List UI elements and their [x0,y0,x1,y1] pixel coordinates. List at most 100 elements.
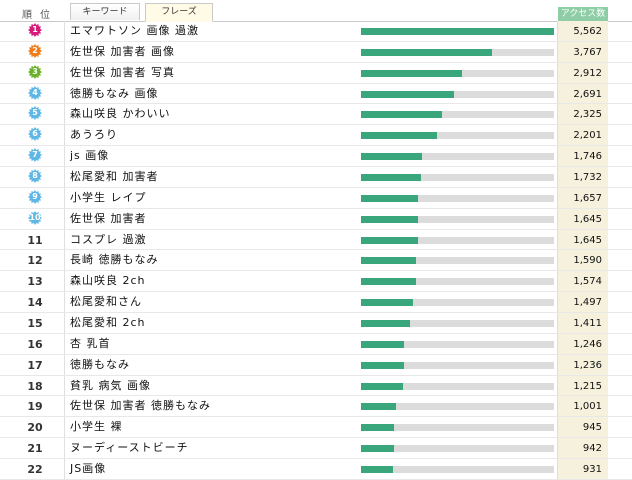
access-count: 1,001 [573,401,602,413]
access-bar-track [361,236,554,244]
phrase-link[interactable]: 森山咲良 2ch [70,274,146,288]
table-row: 3 佐世保 加害者 写真 2,912 [0,62,632,84]
access-bar-track [361,320,554,328]
phrase-link[interactable]: 徳勝もなみ [70,357,130,371]
rank-number: 7 [32,150,38,160]
rank-number: 21 [27,442,43,456]
table-row: 13 森山咲良 2ch 1,574 [0,271,632,293]
table-row: 11 コスプレ 過激 1,645 [0,229,632,251]
tab-keyword[interactable]: キーワード [70,3,140,20]
column-divider [64,271,65,292]
count-cell: 942 [558,438,608,459]
column-divider [64,250,65,271]
table-row: 17 徳勝もなみ 1,236 [0,354,632,376]
rank-number: 11 [27,233,43,247]
access-count: 1,215 [573,380,602,392]
access-bar-track [361,90,554,98]
access-bar-track [361,278,554,286]
phrase-link[interactable]: 佐世保 加害者 徳勝もなみ [70,399,211,413]
count-divider [557,167,558,187]
rank-badge-icon: 4 [28,85,42,100]
phrase-link[interactable]: コスプレ 過激 [70,232,147,246]
count-cell: 1,732 [558,167,608,187]
phrase-link[interactable]: エマワトソン 画像 過激 [70,24,199,37]
table-row: 8 松尾愛和 加害者 1,732 [0,167,632,188]
rank-number: 1 [32,25,38,34]
rank-number: 12 [27,254,43,268]
rank-number: 8 [32,171,38,181]
rank-badge-icon: 7 [28,148,42,163]
phrase-link[interactable]: 佐世保 加害者 [70,211,147,225]
tab-phrase[interactable]: フレーズ [145,3,213,22]
access-bar [361,340,404,348]
access-bar [361,132,437,140]
phrase-link[interactable]: 松尾愛和さん [70,295,142,309]
rank-number: 9 [32,191,38,201]
phrase-link[interactable]: JS画像 [70,462,107,476]
column-divider [64,333,65,354]
rank-number: 16 [27,337,43,351]
column-divider [64,187,65,208]
access-bar-track [361,424,554,432]
rank-column-header: 順位 [22,10,58,21]
rank-number: 17 [27,358,43,372]
rank-number: 14 [27,296,43,310]
access-count: 2,691 [573,88,602,100]
count-divider [557,354,558,375]
phrase-link[interactable]: 小学生 レイプ [70,190,147,204]
count-divider [557,292,558,313]
table-row: 15 松尾愛和 2ch 1,411 [0,313,632,334]
table-row: 2 佐世保 加害者 画像 3,767 [0,41,632,63]
count-cell: 1,657 [558,187,608,208]
table-row: 12 長崎 徳勝もなみ 1,590 [0,250,632,272]
rank-badge-icon: 2 [28,43,42,58]
count-divider [557,41,558,62]
count-divider [557,313,558,333]
table-row: 22 JS画像 931 [0,459,632,480]
column-divider [64,125,65,146]
phrase-link[interactable]: 徳勝もなみ 画像 [70,86,159,100]
access-count: 1,411 [573,318,602,330]
phrase-link[interactable]: 佐世保 加害者 画像 [70,44,175,58]
access-bar [361,153,422,161]
access-bar [361,361,404,369]
column-divider [64,83,65,104]
phrase-link[interactable]: 森山咲良 かわいい [70,107,171,121]
access-bar [361,445,394,453]
phrase-link[interactable]: 貧乳 病気 画像 [70,378,151,392]
phrase-link[interactable]: あうろり [70,128,118,142]
phrase-link[interactable]: ヌーディーストビーチ [70,441,189,455]
count-divider [557,250,558,271]
count-divider [557,333,558,354]
count-divider [557,62,558,83]
access-count: 942 [582,443,602,455]
rank-number: 5 [32,108,38,118]
rank-badge-icon: 1 [28,23,42,37]
phrase-link[interactable]: 松尾愛和 2ch [70,316,146,330]
ranking-list: 1 エマワトソン 画像 過激 5,562 2 佐世保 加害者 画像 3,767 3 佐世保 加… [0,21,632,480]
access-bar [361,236,418,244]
table-row: 18 貧乳 病気 画像 1,215 [0,375,632,397]
table-header: 順位 キーワード フレーズ アクセス数 [0,0,632,22]
phrase-link[interactable]: js 画像 [70,149,110,163]
count-divider [557,417,558,438]
phrase-link[interactable]: 杏 乳首 [70,336,111,350]
count-divider [557,271,558,292]
phrase-link[interactable]: 長崎 徳勝もなみ [70,253,159,267]
count-divider [557,83,558,104]
rank-badge-icon: 3 [28,64,42,79]
phrase-link[interactable]: 松尾愛和 加害者 [70,170,159,184]
column-divider [64,313,65,333]
rank-badge-icon: 8 [28,169,42,184]
access-bar [361,320,410,328]
access-bar [361,424,394,432]
access-bar [361,278,416,286]
count-cell: 1,236 [558,354,608,375]
count-cell: 1,001 [558,396,608,417]
phrase-link[interactable]: 小学生 裸 [70,420,123,434]
table-row: 1 エマワトソン 画像 過激 5,562 [0,21,632,42]
count-cell: 2,691 [558,83,608,104]
table-row: 7 js 画像 1,746 [0,146,632,168]
phrase-link[interactable]: 佐世保 加害者 写真 [70,65,175,79]
access-count: 5,562 [573,26,602,37]
